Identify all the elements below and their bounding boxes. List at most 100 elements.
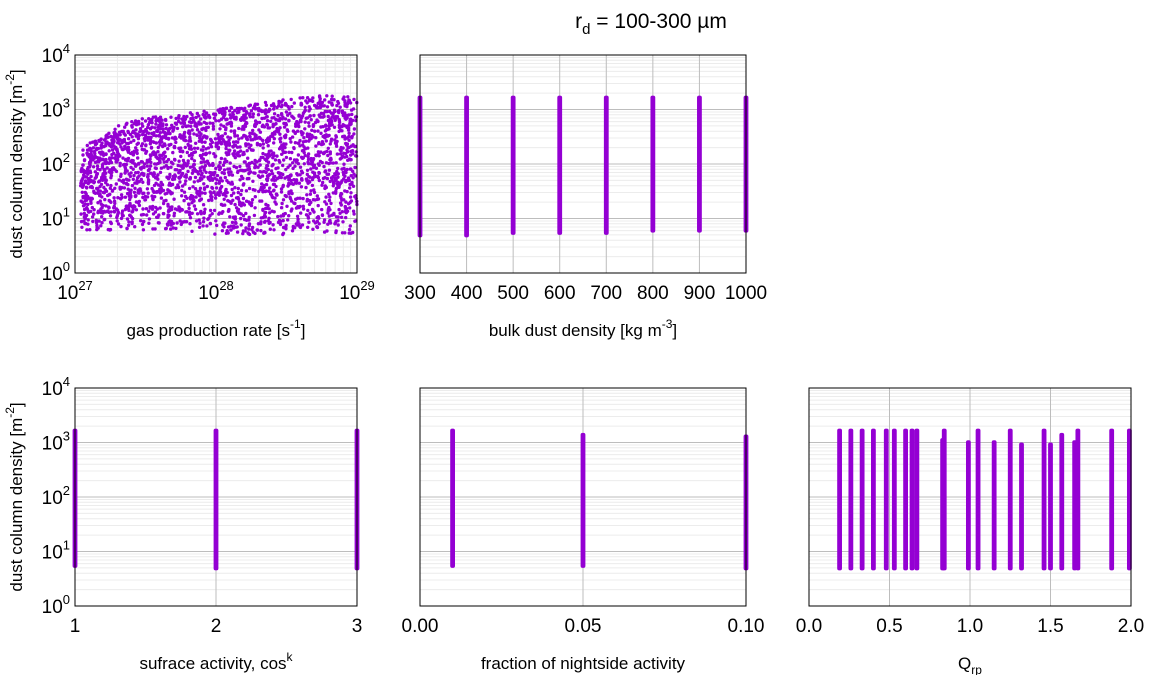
data-column [464, 95, 469, 238]
x-tick-base: 10 [339, 283, 360, 304]
data-point [152, 183, 157, 188]
data-point [253, 206, 257, 210]
data-point [251, 115, 255, 119]
data-point [218, 166, 223, 170]
data-point [108, 214, 113, 218]
data-point [336, 180, 340, 185]
data-point [89, 174, 93, 179]
data-point [279, 187, 284, 191]
data-point [295, 214, 300, 218]
data-point [290, 135, 295, 139]
data-point [108, 143, 112, 148]
data-point [115, 160, 119, 164]
data-point [158, 131, 162, 135]
x-axis-label: fraction of nightside activity [481, 654, 686, 673]
data-point [292, 101, 296, 105]
data-point [146, 125, 150, 130]
data-point [298, 96, 302, 100]
data-point [172, 197, 176, 201]
data-point [208, 151, 212, 155]
data-point [195, 189, 199, 193]
data-point [148, 205, 152, 209]
data-point [114, 182, 119, 186]
data-point [247, 186, 252, 191]
data-point [99, 182, 104, 187]
data-point [199, 117, 203, 121]
data-point [307, 202, 312, 207]
data-point [327, 214, 331, 218]
data-point [217, 110, 222, 115]
data-point [129, 171, 133, 175]
data-column [510, 95, 516, 235]
data-point [133, 194, 138, 199]
data-point [147, 167, 152, 171]
data-point [151, 197, 155, 202]
data-point [167, 213, 171, 218]
data-point [179, 173, 183, 178]
data-point [212, 208, 217, 213]
data-point [281, 225, 286, 230]
data-point [338, 157, 342, 161]
data-point [140, 222, 145, 227]
data-point [309, 167, 313, 171]
data-point [334, 161, 338, 165]
data-point [309, 159, 314, 163]
data-point [283, 117, 288, 121]
data-point [329, 137, 334, 141]
data-point [223, 131, 227, 136]
data-point [261, 138, 265, 143]
data-point [93, 151, 97, 156]
data-point [221, 138, 225, 142]
data-point [101, 157, 105, 161]
data-column [213, 428, 219, 571]
data-point [232, 191, 236, 195]
data-point [206, 217, 210, 221]
data-point [164, 226, 168, 231]
data-point [142, 172, 146, 176]
data-point [101, 153, 106, 157]
data-point [192, 167, 197, 171]
x-tick-label: 0.10 [728, 616, 765, 637]
data-point [247, 215, 251, 219]
data-point [313, 129, 317, 133]
y-tick-base: 10 [42, 155, 63, 176]
data-point [130, 124, 134, 128]
data-point [233, 220, 238, 225]
data-point [336, 99, 340, 104]
data-point [112, 151, 116, 155]
data-point [158, 127, 163, 131]
data-point [202, 182, 206, 186]
data-point [233, 108, 237, 113]
figure-title-subscript: d [582, 21, 590, 38]
data-point [202, 175, 206, 179]
data-point [191, 196, 195, 200]
data-point [204, 128, 208, 133]
data-point [167, 175, 172, 179]
data-point [305, 96, 310, 100]
data-point [336, 223, 340, 227]
data-point [198, 169, 203, 173]
data-point [305, 193, 309, 197]
data-point [112, 139, 116, 143]
data-point [231, 113, 235, 117]
data-point [130, 152, 135, 156]
data-point [286, 113, 290, 117]
data-point [210, 177, 214, 181]
data-point [79, 219, 84, 224]
data-point [129, 165, 133, 170]
data-point [241, 196, 246, 201]
data-point [238, 145, 242, 149]
data-point [202, 216, 206, 220]
data-point [291, 161, 295, 165]
data-point [146, 191, 150, 195]
data-point [158, 143, 162, 147]
data-point [202, 210, 207, 214]
data-point [155, 190, 159, 194]
data-point [188, 111, 193, 115]
data-point [102, 178, 107, 182]
data-point [90, 215, 95, 219]
data-point [235, 209, 240, 213]
data-point [201, 224, 205, 228]
data-point [114, 132, 119, 136]
data-point [348, 224, 352, 228]
